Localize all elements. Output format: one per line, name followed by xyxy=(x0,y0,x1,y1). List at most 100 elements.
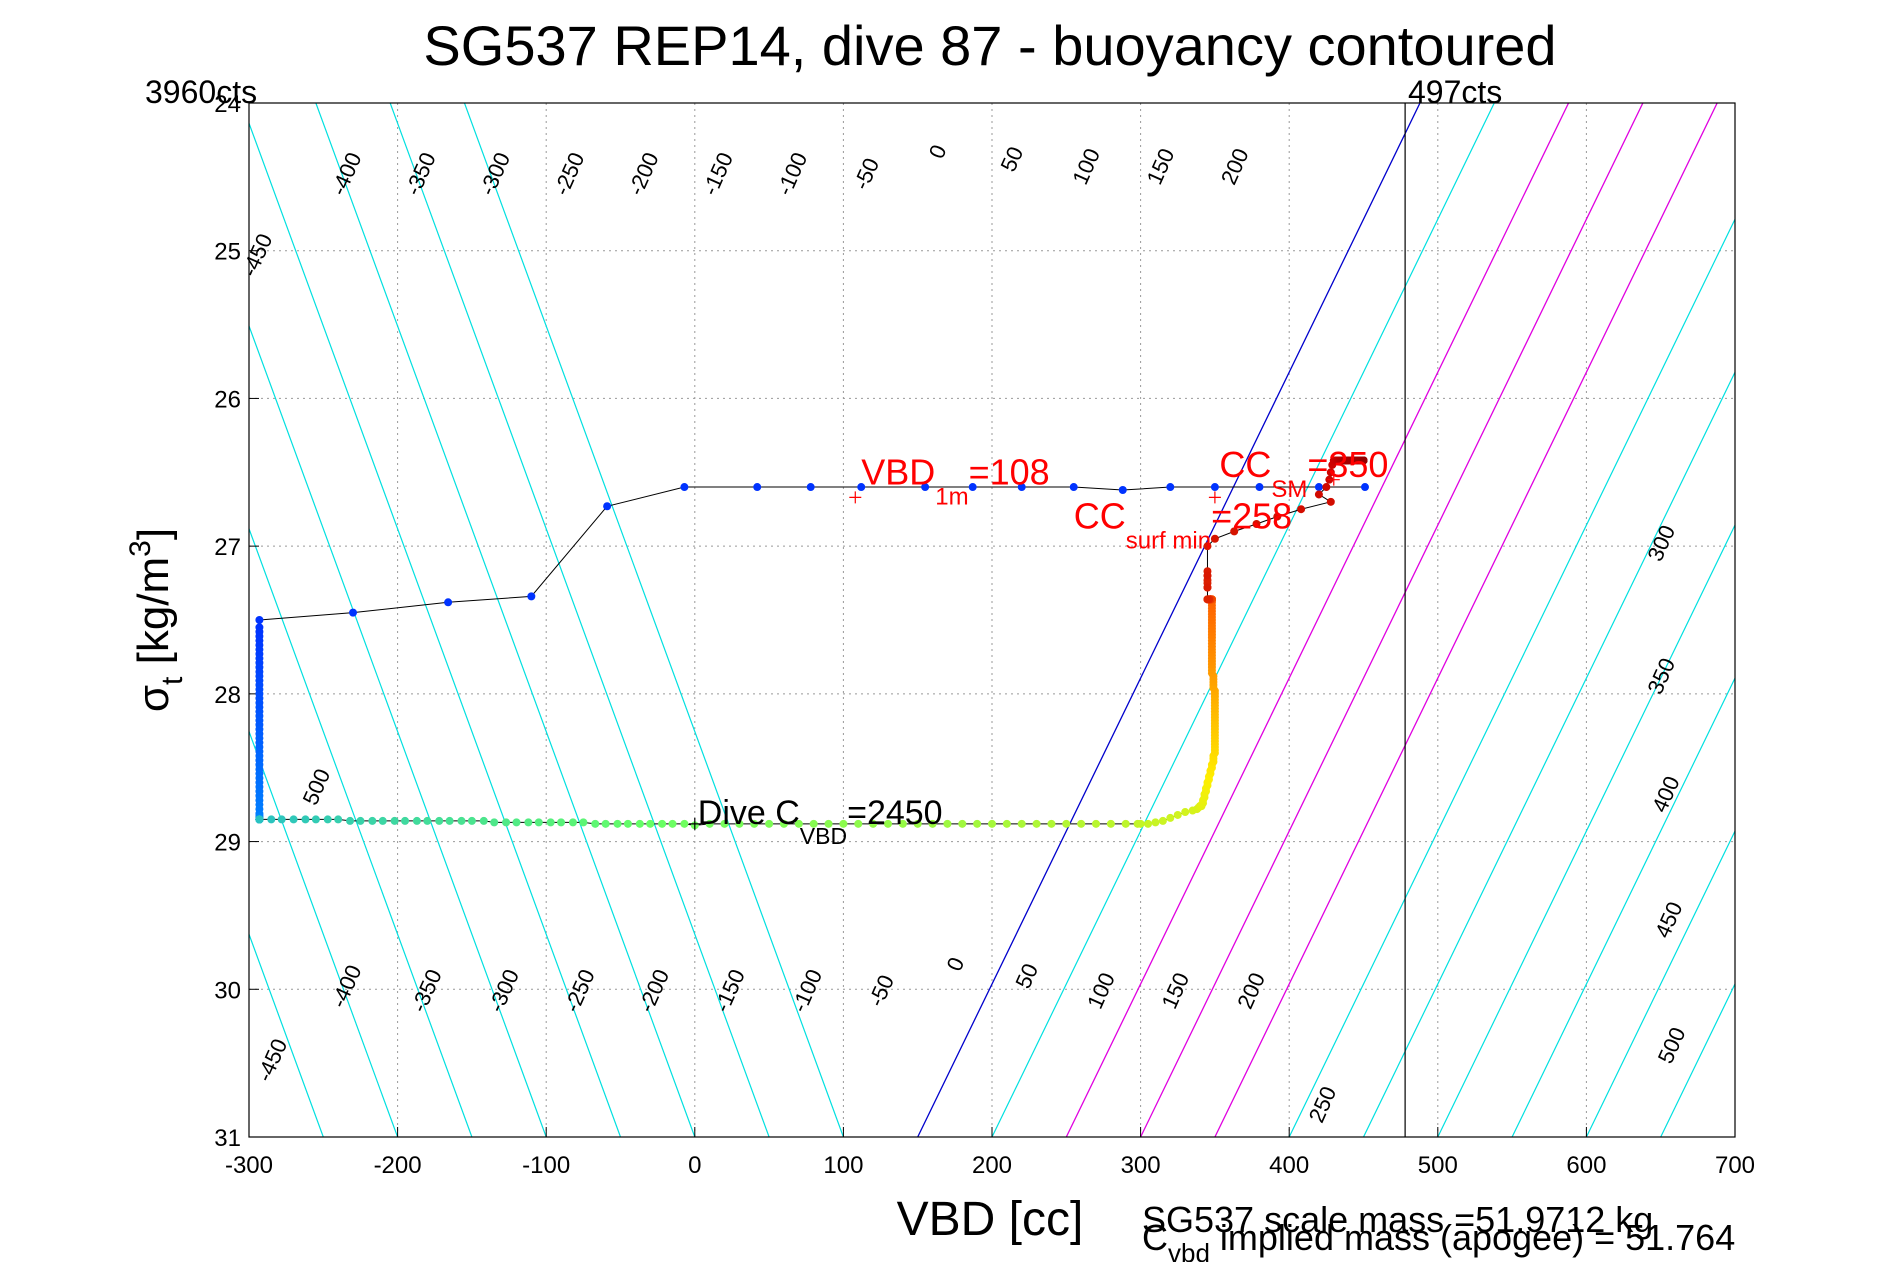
footer-implied-mass-sub: vbd xyxy=(1168,1238,1210,1262)
x-tick-label: 100 xyxy=(823,1152,863,1179)
descent-point xyxy=(1092,819,1101,828)
descent-point xyxy=(457,816,466,825)
contour-label: 100 xyxy=(1067,145,1105,189)
contour-line xyxy=(389,103,770,1137)
y-tick-label: 28 xyxy=(214,682,241,709)
contour-label: 50 xyxy=(995,143,1028,176)
descent-point xyxy=(445,816,454,825)
descent-point xyxy=(824,819,833,828)
grid xyxy=(248,102,1736,1138)
descent-point xyxy=(668,819,677,828)
descent-point xyxy=(1273,512,1282,521)
contour-label: -350 xyxy=(400,149,441,199)
contour-line xyxy=(991,103,1495,1137)
descent-point xyxy=(557,818,566,827)
x-tick-label: 400 xyxy=(1269,1152,1309,1179)
descent-point xyxy=(658,819,667,828)
descent-point xyxy=(720,819,729,828)
contour-label: -300 xyxy=(474,149,515,199)
contour-label: -200 xyxy=(623,149,664,199)
descent-point xyxy=(735,819,744,828)
descent-point xyxy=(839,819,848,828)
contour-line xyxy=(1362,370,1735,1137)
descent-point xyxy=(423,816,432,825)
dive-cvbd-label: Dive CVBD=2450 xyxy=(698,794,943,849)
descent-point xyxy=(368,816,377,825)
descent-point xyxy=(765,819,774,828)
descent-point xyxy=(1361,0,1369,4)
contour-label: 200 xyxy=(1216,145,1254,189)
ascent-point xyxy=(921,483,930,492)
descent-point xyxy=(401,816,410,825)
descent-point xyxy=(568,818,577,827)
descent-point xyxy=(579,818,588,827)
cc-surf-min-value: =258 xyxy=(1211,496,1292,537)
contour-label: 350 xyxy=(1642,654,1680,698)
descent-point xyxy=(1361,0,1369,4)
cc-surf-min-label: CCsurf min=258 xyxy=(1074,496,1292,555)
contour-label: 400 xyxy=(1647,772,1685,816)
y-tick-label: 30 xyxy=(214,977,241,1004)
ascent-point xyxy=(1069,483,1078,492)
descent-line xyxy=(258,459,1364,826)
descent-point xyxy=(301,815,310,824)
vbd-1m-marker xyxy=(849,491,862,504)
y-tick-label: 26 xyxy=(214,386,241,413)
contour-line xyxy=(249,932,324,1137)
descent-point xyxy=(1322,483,1331,492)
descent-point xyxy=(635,819,644,828)
footer-scale-mass: SG537 scale mass =51.9712 kg xyxy=(1142,1199,1653,1240)
descent-point xyxy=(277,815,286,824)
corner-label-right: 497cts xyxy=(1408,74,1502,110)
y-tick-label: 29 xyxy=(214,830,241,857)
descent-point xyxy=(646,819,655,828)
descent-point xyxy=(913,819,922,828)
contour-label: 500 xyxy=(298,765,336,809)
descent-point xyxy=(378,816,387,825)
x-tick-label: 600 xyxy=(1566,1152,1606,1179)
descent-point xyxy=(973,819,982,828)
descent-point xyxy=(311,815,320,824)
contour-line xyxy=(1214,103,1718,1137)
ascent-point xyxy=(444,598,453,607)
descent-point xyxy=(1203,542,1212,551)
descent-point xyxy=(1361,0,1369,4)
contour-label: -50 xyxy=(863,971,899,1010)
y-axis-label: σt [kg/m3] xyxy=(124,528,189,712)
contour-label: 50 xyxy=(1010,960,1043,993)
cc-surf-min-sub: surf min xyxy=(1126,528,1211,555)
descent-point xyxy=(1077,819,1086,828)
descent-point xyxy=(613,819,622,828)
descent-point xyxy=(1151,818,1160,827)
descent-point xyxy=(988,819,996,828)
descent-point xyxy=(1121,819,1130,828)
contour-label: 200 xyxy=(1232,969,1270,1013)
x-tick-label: -300 xyxy=(225,1152,273,1179)
ascent-point xyxy=(753,483,762,492)
descent-point xyxy=(601,819,610,828)
descent-point xyxy=(1203,571,1212,580)
descent-point xyxy=(356,816,365,825)
y-axis-label-symbol: σ xyxy=(129,685,178,712)
ascent-point xyxy=(349,608,358,617)
contour-label: 300 xyxy=(1642,521,1680,565)
descent-point xyxy=(1252,519,1261,528)
contour-line xyxy=(249,1135,250,1137)
contour-label: -250 xyxy=(549,149,590,199)
descent-point xyxy=(1361,0,1369,4)
ascent-point xyxy=(1210,483,1219,492)
descent-point xyxy=(1361,0,1369,4)
descent-point xyxy=(809,819,818,828)
contour-line xyxy=(249,121,622,1137)
cc-surf-min-text: CC xyxy=(1074,496,1126,537)
contour-line xyxy=(917,103,1421,1137)
descent-point xyxy=(898,819,907,828)
dive-cvbd-sub: VBD xyxy=(800,823,847,849)
axis-ticks: -300 -200 -100 0 100 200 300 400 500 600 700242526… xyxy=(214,91,1755,1179)
contour-label: -450 xyxy=(251,1035,292,1085)
descent-point xyxy=(1361,0,1369,4)
contour-line xyxy=(463,103,844,1137)
descent-point xyxy=(705,819,714,828)
contour-label: -400 xyxy=(326,961,367,1011)
cc-surf-min-marker xyxy=(1208,491,1221,504)
